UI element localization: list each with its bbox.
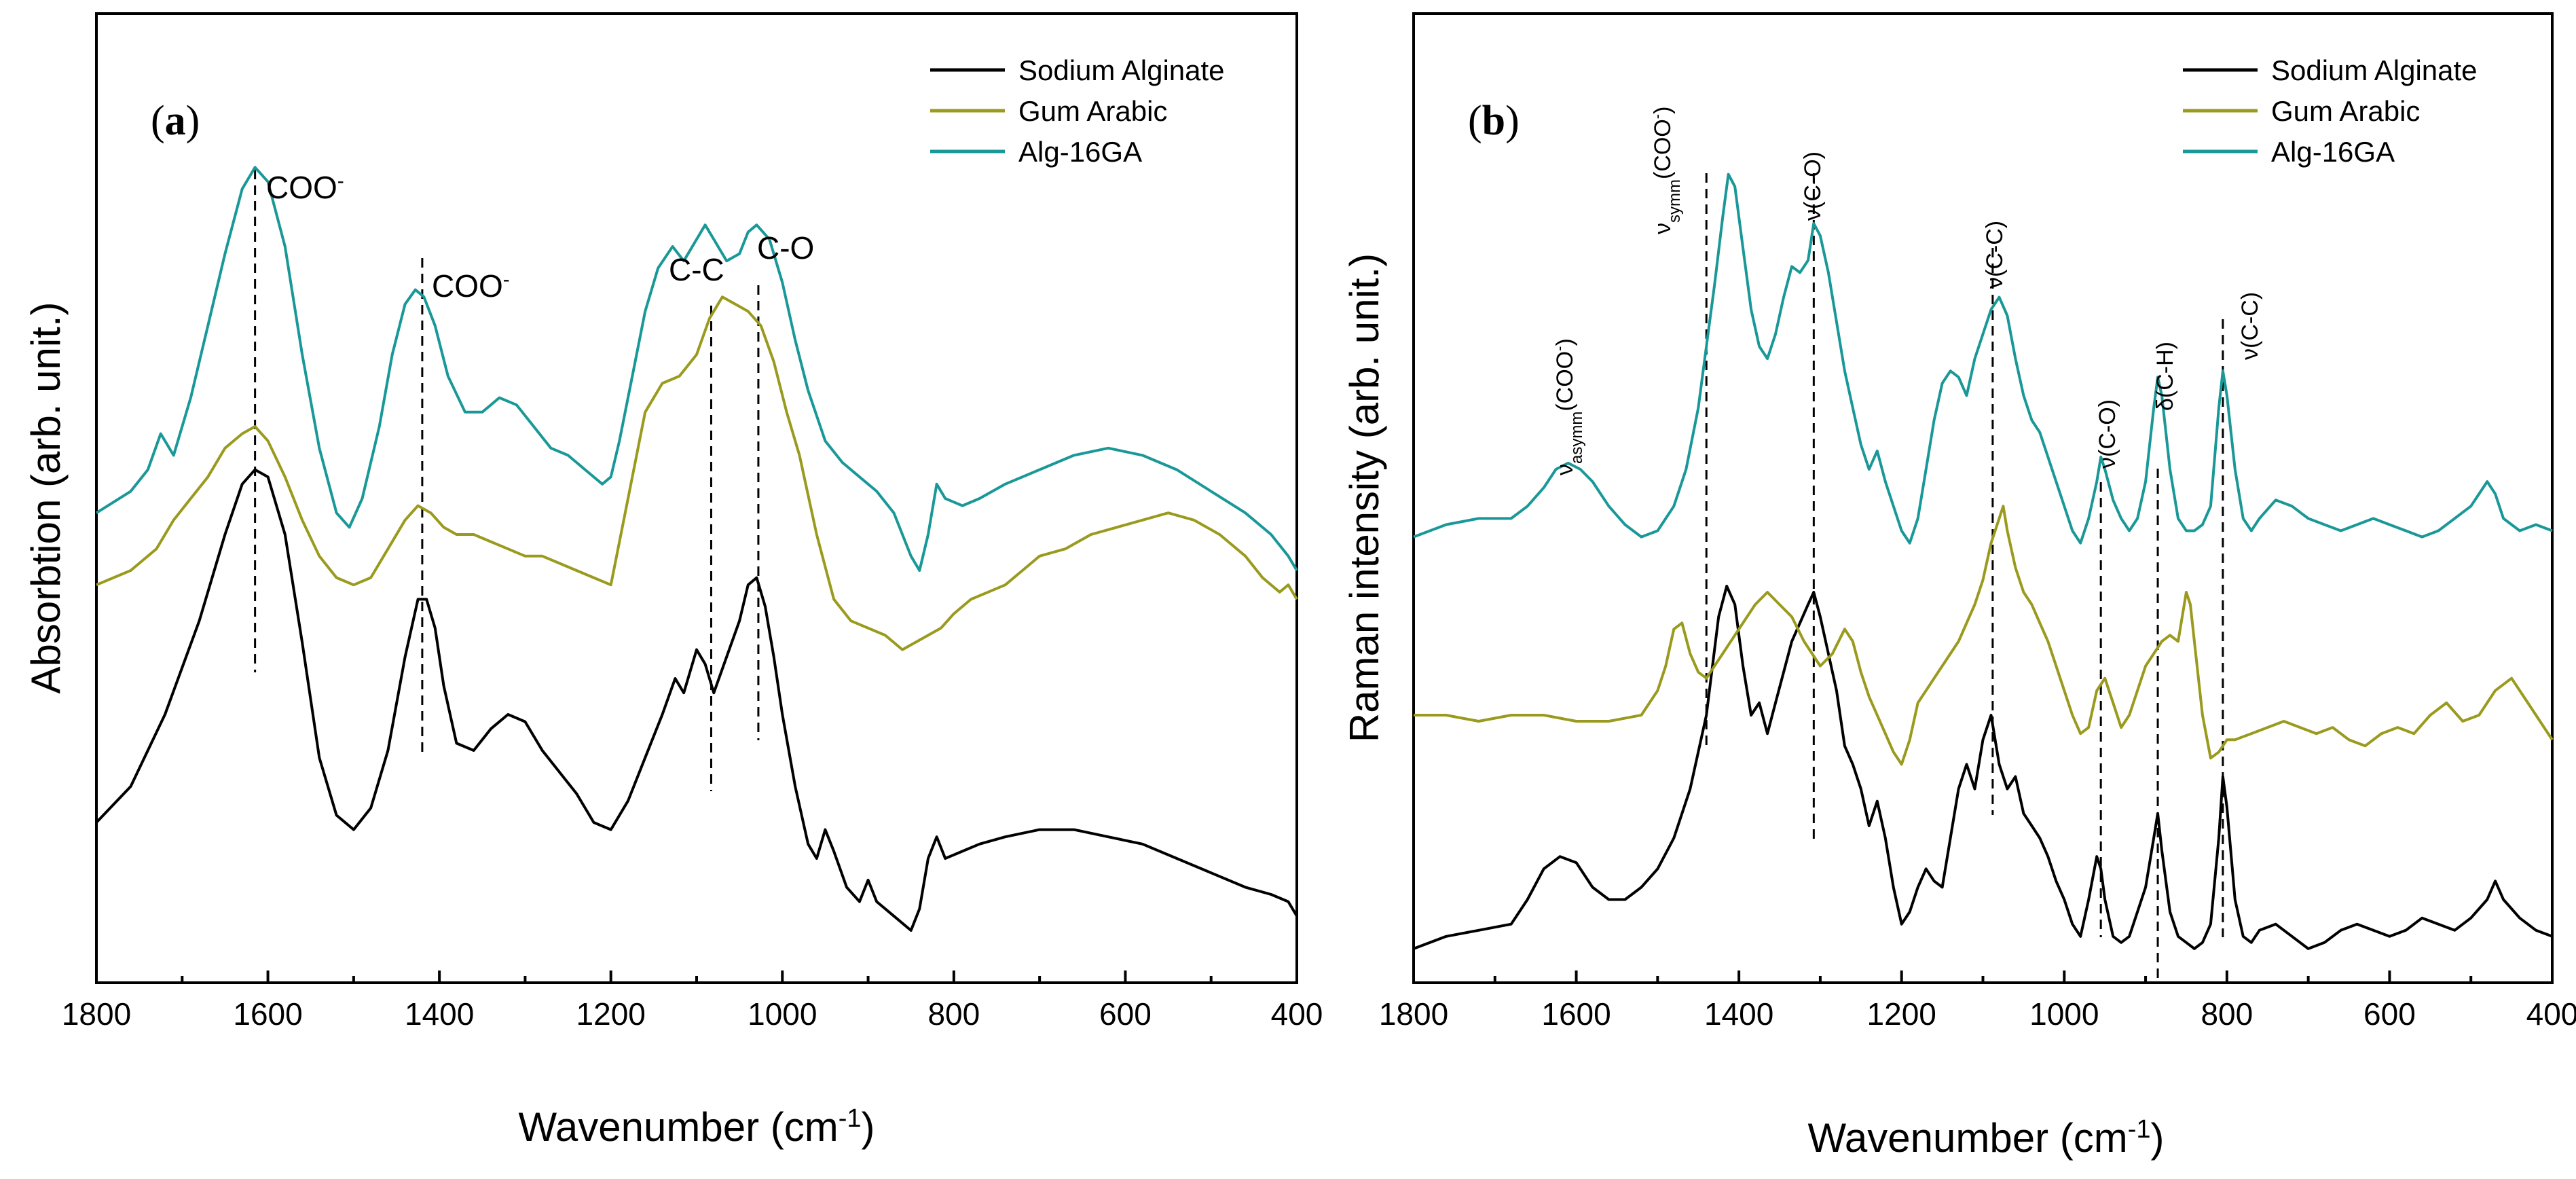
series-b — [1413, 173, 2554, 950]
panel-a: 1800 1600 1400 1200 1000 800 600 400 (a) Sodium… — [23, 12, 1323, 1150]
annotation-v-asymm-coo: νasymm(COO-) — [1551, 338, 1586, 475]
x-tick-label: 800 — [927, 996, 980, 1032]
peak-markers-a — [254, 170, 760, 791]
annotation-v-cc-1: ν(C-C) — [1982, 221, 2008, 289]
legend-label: Sodium Alginate — [2271, 54, 2478, 86]
x-tick-label: 1800 — [1379, 996, 1448, 1032]
x-tick-label: 400 — [2526, 996, 2576, 1032]
annotation-v-symm-coo: νsymm(COO-) — [1649, 107, 1684, 234]
annotation-coo-1: COO- — [266, 170, 344, 206]
peak-markers-b — [1705, 173, 2224, 978]
x-tick-label: 1600 — [233, 996, 302, 1032]
legend-b: Sodium Alginate Gum Arabic Alg-16GA — [2183, 54, 2478, 168]
annotation-co: C-O — [757, 230, 814, 266]
legend-label: Gum Arabic — [1018, 95, 1167, 127]
x-ticks-a: 1800 1600 1400 1200 1000 800 600 400 — [62, 971, 1323, 1032]
x-tick-label: 400 — [1271, 996, 1323, 1032]
legend-label: Alg-16GA — [2271, 136, 2395, 168]
legend-label: Alg-16GA — [1018, 136, 1142, 168]
x-axis-label-a: Wavenumber (cm-1) — [519, 1104, 875, 1150]
series-sodium-alginate — [95, 468, 1298, 932]
x-tick-label: 600 — [2363, 996, 2416, 1032]
panel-label-a: (a) — [151, 98, 200, 144]
x-ticks-b: 1800 1600 1400 1200 1000 800 600 400 — [1379, 971, 2576, 1032]
legend-a: Sodium Alginate Gum Arabic Alg-16GA — [930, 54, 1225, 168]
y-axis-label-b: Raman intensity (arb. unit.) — [1342, 253, 1387, 742]
x-tick-label: 800 — [2201, 996, 2253, 1032]
x-tick-label: 600 — [1099, 996, 1152, 1032]
legend-label: Gum Arabic — [2271, 95, 2420, 127]
annotation-coo-2: COO- — [432, 268, 510, 304]
series-gum-arabic — [1414, 505, 2554, 766]
annotation-v-co-2: ν(C-O) — [2095, 399, 2120, 469]
annotation-v-cc-2: ν(C-C) — [2237, 292, 2263, 360]
y-axis-label-a: Absorbtion (arb. unit.) — [23, 302, 69, 694]
x-axis-label-b: Wavenumber (cm-1) — [1808, 1115, 2165, 1161]
x-tick-label: 1000 — [2029, 996, 2099, 1032]
legend-label: Sodium Alginate — [1018, 54, 1225, 86]
x-tick-label: 1000 — [748, 996, 817, 1032]
x-tick-label: 1200 — [576, 996, 646, 1032]
x-tick-label: 1400 — [1704, 996, 1773, 1032]
series-gum-arabic — [96, 295, 1298, 651]
x-tick-label: 1200 — [1867, 996, 1936, 1032]
annotation-delta-ch: δ(C-H) — [2152, 342, 2178, 411]
x-tick-label: 1800 — [62, 996, 131, 1032]
series-sodium-alginate — [1413, 585, 2553, 950]
series-a — [95, 166, 1298, 932]
annotation-v-co-1: ν(C-O) — [1800, 151, 1826, 221]
annotation-cc: C-C — [669, 252, 724, 287]
panel-label-b: (b) — [1468, 98, 1520, 144]
panel-b: 1800 1600 1400 1200 1000 800 600 400 (b) Sodium… — [1342, 12, 2576, 1161]
x-tick-label: 1400 — [405, 996, 474, 1032]
series-alg-16ga — [1413, 173, 2553, 545]
x-tick-label: 1600 — [1541, 996, 1611, 1032]
series-alg-16ga — [95, 166, 1298, 572]
